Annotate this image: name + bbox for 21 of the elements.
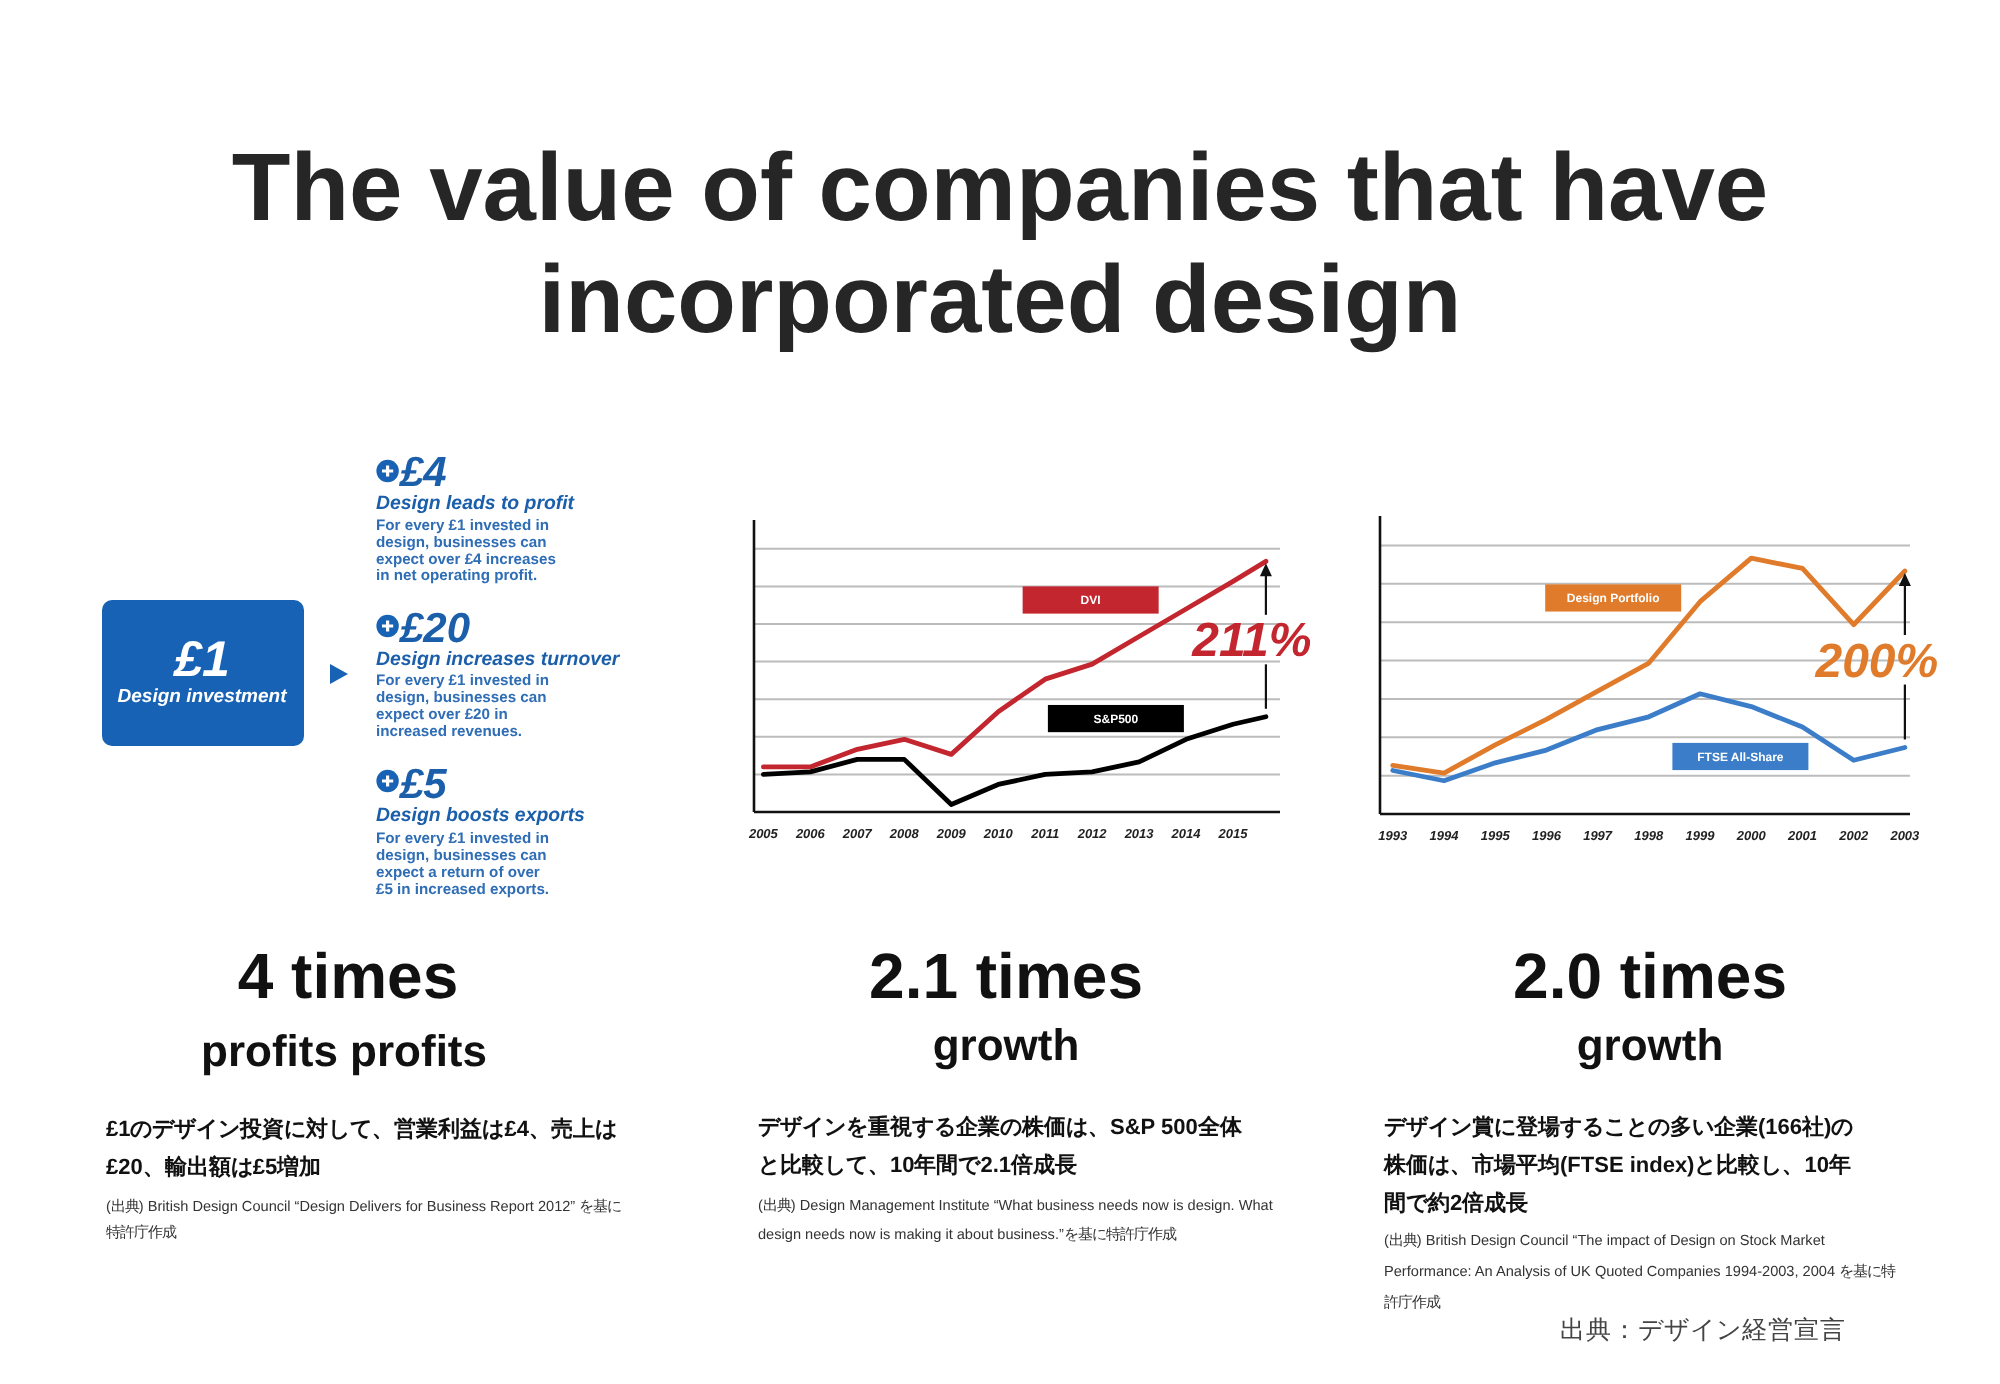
text: growth xyxy=(932,1020,1080,1070)
text: 2.1 times xyxy=(869,940,1143,1012)
text: £20 xyxy=(398,606,471,652)
text: The value of companies that have incorporated design xyxy=(231,136,1769,354)
text: Design increases turnover xyxy=(376,649,622,671)
text: Design leads to profit xyxy=(376,493,576,515)
annotation: 200% xyxy=(1813,634,1939,689)
text: デザインを重視する企業の株価は、S&P 500全体と比較して、10年間で2.1倍成長 xyxy=(758,1114,1244,1178)
text: 2.0 times xyxy=(1513,940,1787,1012)
text: Design investment xyxy=(117,686,289,708)
text: growth xyxy=(1576,1020,1724,1070)
text: Design boosts exports xyxy=(376,805,587,827)
text: £4 xyxy=(398,450,448,496)
text: £1のデザイン投資に対して、営業利益は£4、売上は£20、輸出額は£5増加 xyxy=(106,1116,617,1180)
text: 4 times xyxy=(237,940,459,1012)
annotation: 211% xyxy=(1190,614,1312,669)
text: デザイン賞に登場することの多い企業(166社)の株価は、市場平均(FTSE index)と比較し、10年間で約2倍成長 xyxy=(1382,1114,1854,1216)
text: £5 xyxy=(398,762,448,808)
text: £1 xyxy=(172,632,230,688)
text: profits profits xyxy=(201,1026,487,1076)
source-note: 出典：デザイン経営宣言 xyxy=(1560,1314,1846,1344)
